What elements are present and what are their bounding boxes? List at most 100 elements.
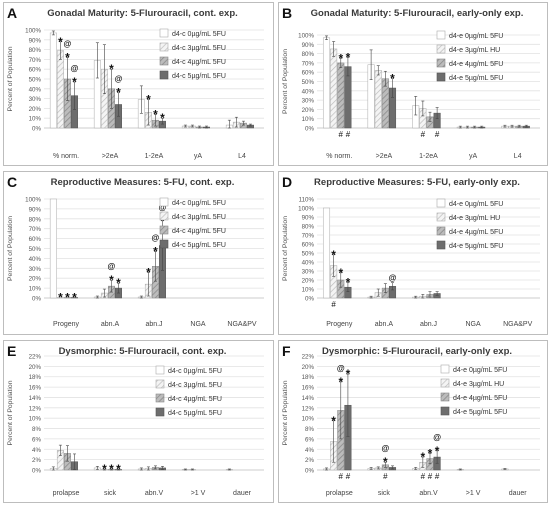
legend-label: d4-c 5µg/mL 5FU bbox=[172, 242, 226, 249]
legend-swatch bbox=[155, 393, 165, 403]
y-tick-label: 22% bbox=[302, 354, 315, 361]
hash-mark: # bbox=[428, 472, 433, 481]
bar bbox=[322, 37, 331, 129]
panel-letter: B bbox=[282, 5, 292, 21]
panel-f: F Dysmorphic: 5-Flurouracil, early-only e… bbox=[278, 340, 548, 503]
legend-swatch bbox=[159, 70, 169, 80]
legend-label: d4-e 3µg/mL HU bbox=[449, 47, 500, 54]
legend-swatch bbox=[436, 72, 446, 82]
y-tick-label: 100% bbox=[25, 197, 41, 204]
y-tick-label: 6% bbox=[32, 436, 41, 443]
panel-frame bbox=[3, 2, 274, 166]
significance-mark: * bbox=[116, 462, 121, 476]
y-tick-label: 80% bbox=[302, 51, 315, 58]
category-label: 1-2eA bbox=[419, 153, 438, 160]
legend-label: d4-c 4µg/mL 5FU bbox=[172, 59, 226, 66]
category-label: NGA bbox=[466, 321, 482, 328]
y-tick-label: 12% bbox=[302, 405, 315, 412]
y-tick-label: 50% bbox=[302, 79, 315, 86]
significance-mark: * bbox=[109, 273, 114, 287]
significance-mark: * bbox=[346, 50, 351, 64]
y-tick-label: 0% bbox=[305, 468, 314, 475]
legend-swatch bbox=[436, 30, 446, 40]
legend-label: d4-e 3µg/mL HU bbox=[453, 381, 504, 388]
panel-d: D Reproductive Measures: 5-FU, early-only… bbox=[278, 171, 548, 335]
significance-mark: * bbox=[338, 375, 343, 389]
y-tick-label: 60% bbox=[302, 242, 315, 249]
significance-mark: @ bbox=[159, 203, 167, 212]
category-label: % norm. bbox=[326, 153, 352, 160]
significance-mark: @ bbox=[337, 364, 345, 373]
significance-mark: * bbox=[383, 455, 388, 469]
panel-c: C Reproductive Measures: 5-FU, cont. exp.… bbox=[3, 171, 274, 335]
panel-letter: A bbox=[7, 5, 17, 21]
significance-mark: * bbox=[331, 248, 336, 262]
significance-mark: * bbox=[390, 72, 395, 86]
y-tick-label: 20% bbox=[29, 276, 42, 283]
bar bbox=[322, 207, 331, 299]
significance-mark: * bbox=[435, 444, 440, 458]
y-tick-label: 30% bbox=[302, 98, 315, 105]
category-label: abn.J bbox=[145, 321, 162, 328]
category-label: yA bbox=[469, 153, 478, 160]
bar bbox=[49, 198, 57, 299]
panel-letter: E bbox=[7, 343, 16, 359]
legend-swatch bbox=[155, 379, 165, 389]
y-tick-label: 70% bbox=[29, 226, 42, 233]
category-label: dauer bbox=[233, 490, 252, 497]
legend-swatch bbox=[440, 378, 450, 388]
significance-mark: * bbox=[146, 265, 151, 279]
panel-e: E Dysmorphic: 5-Flurouracil, cont. exp. 0%… bbox=[3, 340, 274, 503]
legend-label: d4-e 4µg/mL 5FU bbox=[449, 61, 503, 68]
legend-label: d4-e 4µg/mL 5FU bbox=[449, 229, 503, 236]
legend-swatch bbox=[436, 58, 446, 68]
category-label: sick bbox=[104, 490, 117, 497]
hash-mark: # bbox=[346, 472, 351, 481]
significance-mark: * bbox=[331, 414, 336, 428]
y-tick-label: 8% bbox=[305, 426, 314, 433]
significance-mark: * bbox=[160, 214, 165, 228]
y-tick-label: 30% bbox=[302, 269, 315, 276]
legend-swatch bbox=[155, 407, 165, 417]
significance-mark: * bbox=[65, 50, 70, 64]
legend-label: d4-c 0µg/mL 5FU bbox=[172, 31, 226, 38]
panel-letter: F bbox=[282, 343, 291, 359]
y-tick-label: 20% bbox=[29, 364, 42, 371]
legend-label: d4-c 5µg/mL 5FU bbox=[172, 73, 226, 80]
legend-swatch bbox=[440, 364, 450, 374]
legend-swatch bbox=[159, 197, 169, 207]
y-tick-label: 10% bbox=[302, 116, 315, 123]
y-tick-label: 18% bbox=[302, 374, 315, 381]
hash-mark: # bbox=[383, 472, 388, 481]
y-tick-label: 70% bbox=[302, 60, 315, 67]
category-label: abn.V bbox=[419, 490, 438, 497]
y-tick-label: 0% bbox=[32, 296, 41, 303]
legend-label: d4-c 5µg/mL 5FU bbox=[168, 410, 222, 417]
category-label: >2eA bbox=[376, 153, 393, 160]
significance-mark: * bbox=[58, 291, 63, 305]
y-tick-label: 16% bbox=[29, 385, 42, 392]
y-tick-label: 40% bbox=[29, 86, 42, 93]
significance-mark: * bbox=[346, 276, 351, 290]
y-tick-label: 80% bbox=[29, 216, 42, 223]
y-tick-label: 6% bbox=[305, 436, 314, 443]
y-tick-label: 100% bbox=[25, 28, 41, 35]
y-tick-label: 60% bbox=[29, 236, 42, 243]
panel-frame bbox=[278, 340, 548, 503]
y-tick-label: 18% bbox=[29, 374, 42, 381]
hash-mark: # bbox=[421, 130, 426, 139]
y-tick-label: 20% bbox=[302, 364, 315, 371]
y-tick-label: 30% bbox=[29, 96, 42, 103]
chart-title: Dysmorphic: 5-Flurouracil, early-only ex… bbox=[322, 346, 512, 357]
legend-swatch bbox=[440, 392, 450, 402]
y-tick-label: 50% bbox=[29, 77, 42, 84]
significance-mark: * bbox=[72, 75, 77, 89]
hash-mark: # bbox=[435, 130, 440, 139]
chart-title: Reproductive Measures: 5-FU, cont. exp. bbox=[51, 177, 235, 188]
significance-mark: * bbox=[72, 291, 77, 305]
y-tick-label: 0% bbox=[305, 126, 314, 133]
y-tick-label: 100% bbox=[298, 206, 314, 213]
significance-mark: @ bbox=[108, 262, 116, 271]
hash-mark: # bbox=[421, 472, 426, 481]
